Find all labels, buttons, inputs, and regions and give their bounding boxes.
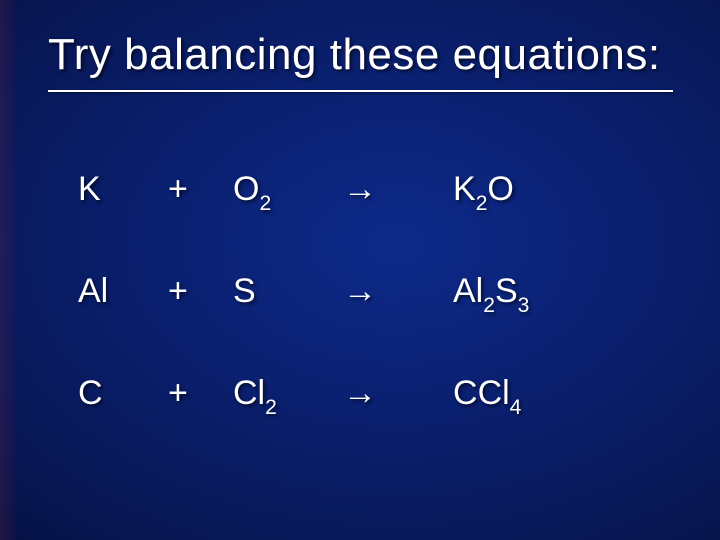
equation-row: K + O2 → K2O — [78, 170, 529, 214]
arrow-icon: → — [343, 272, 453, 311]
product-part-a-sub: 2 — [476, 192, 488, 215]
reactant-1: K — [78, 170, 168, 209]
equation-row: C + Cl2 → CCl4 — [78, 374, 529, 418]
slide-title: Try balancing these equations: — [48, 30, 661, 80]
product-part-b-sub: 3 — [518, 294, 530, 317]
title-underline — [48, 90, 673, 92]
product-part-b: Cl — [478, 374, 510, 412]
reactant-1: C — [78, 374, 168, 413]
plus-sign: + — [168, 272, 233, 311]
product: K2O — [453, 170, 514, 214]
equation-row: Al + S → Al2S3 — [78, 272, 529, 316]
reactant-2: Cl2 — [233, 374, 343, 418]
left-accent-bar — [0, 0, 16, 540]
reactant-2-base: O — [233, 170, 259, 208]
product-part-b: S — [495, 272, 518, 310]
plus-sign: + — [168, 374, 233, 413]
product-part-a: Al — [453, 272, 483, 310]
product-part-b: O — [487, 170, 513, 208]
product-part-a: C — [453, 374, 478, 412]
product-part-b-sub: 4 — [510, 396, 522, 419]
reactant-2-base: Cl — [233, 374, 265, 412]
reactant-2-base: S — [233, 272, 256, 310]
plus-sign: + — [168, 170, 233, 209]
arrow-icon: → — [343, 374, 453, 413]
reactant-2: S — [233, 272, 343, 316]
reactant-1: Al — [78, 272, 168, 311]
product-part-a: K — [453, 170, 476, 208]
reactant-2: O2 — [233, 170, 343, 214]
equations-block: K + O2 → K2O Al + S → Al2S3 C + Cl2 → CC… — [78, 170, 529, 475]
product: CCl4 — [453, 374, 521, 418]
reactant-2-sub: 2 — [265, 396, 277, 419]
product-part-a-sub: 2 — [483, 294, 495, 317]
product: Al2S3 — [453, 272, 529, 316]
arrow-icon: → — [343, 170, 453, 209]
reactant-2-sub: 2 — [259, 192, 271, 215]
